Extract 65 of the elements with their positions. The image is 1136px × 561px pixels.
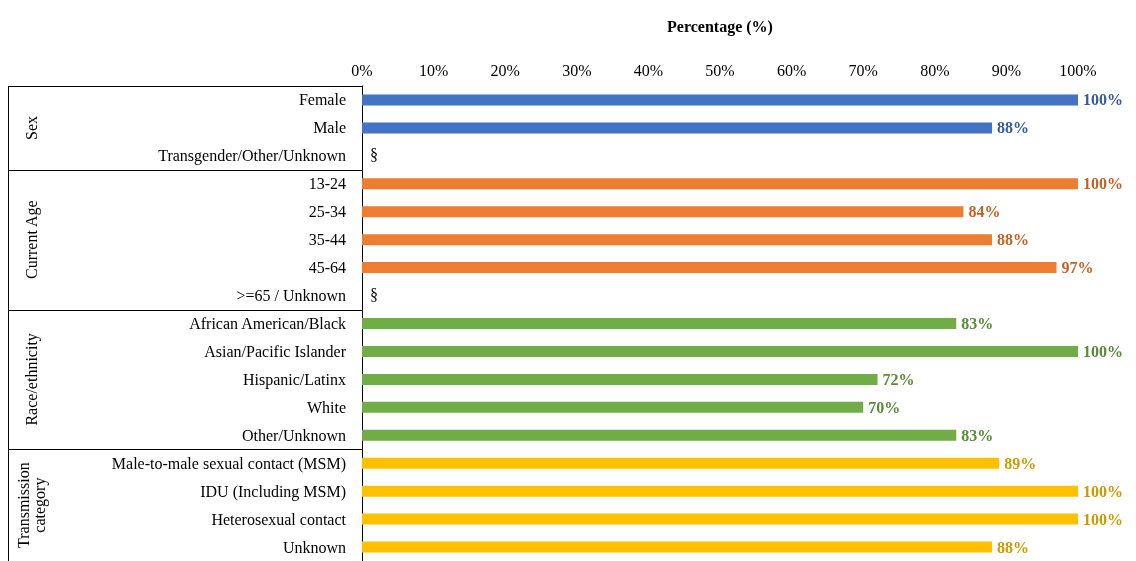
y-tick-label: Transgender/Other/Unknown xyxy=(158,147,346,166)
bar xyxy=(362,485,1078,497)
data-label: 83% xyxy=(961,426,994,444)
bar xyxy=(362,401,864,413)
y-tick-label: 13-24 xyxy=(308,175,346,193)
x-tick-label: 0% xyxy=(351,61,373,79)
text: Sex xyxy=(22,115,40,140)
y-tick-label: IDU (Including MSM) xyxy=(200,482,346,501)
bar xyxy=(362,94,1078,106)
x-tick-label: 60% xyxy=(776,61,807,79)
data-label: 100% xyxy=(1083,342,1123,360)
bar xyxy=(362,318,957,329)
y-tick-label: 25-34 xyxy=(308,203,346,221)
data-label: 70% xyxy=(868,398,901,416)
x-tick-label: 90% xyxy=(991,61,1022,79)
data-label: 100% xyxy=(1083,510,1123,528)
x-axis-title: Percentage (%) xyxy=(667,17,773,36)
y-tick-label: Male xyxy=(313,119,346,137)
bar xyxy=(362,178,1078,190)
y-tick-label: Asian/Pacific Islander xyxy=(204,342,347,360)
y-tick-label: Unknown xyxy=(282,538,346,556)
x-tick-label: 80% xyxy=(920,61,950,79)
y-tick-label: Male-to-male sexual contact (MSM) xyxy=(111,454,346,473)
bar xyxy=(362,457,1000,469)
data-label: 88% xyxy=(997,538,1030,556)
bar xyxy=(362,234,993,246)
text: Transmission category xyxy=(14,462,49,548)
text: Race/ethnicity xyxy=(22,333,41,426)
data-label: 88% xyxy=(997,231,1030,249)
y-tick-label: White xyxy=(306,398,346,416)
x-tick-label: 40% xyxy=(633,61,664,79)
data-label: 84% xyxy=(968,203,1001,221)
text: § xyxy=(370,286,378,304)
bar xyxy=(362,513,1078,525)
bar xyxy=(362,429,957,441)
y-tick-label: >=65 / Unknown xyxy=(236,287,346,305)
y-tick-label: Heterosexual contact xyxy=(211,510,347,528)
y-tick-label: African American/Black xyxy=(189,315,346,332)
y-tick-label: 45-64 xyxy=(308,259,346,277)
data-label: 100% xyxy=(1083,91,1123,109)
data-label: 88% xyxy=(997,119,1030,137)
text: § xyxy=(370,146,378,164)
data-label: 100% xyxy=(1083,482,1123,500)
y-tick-label: Female xyxy=(298,91,346,109)
bar xyxy=(362,122,993,134)
y-tick-label: 35-44 xyxy=(308,231,346,249)
x-tick-label: 10% xyxy=(418,61,449,79)
y-tick-label: Other/Unknown xyxy=(242,426,346,444)
x-tick-label: 20% xyxy=(490,61,520,79)
data-label: 97% xyxy=(1061,259,1094,277)
bar xyxy=(362,541,993,553)
x-tick-label: 100% xyxy=(1059,61,1097,79)
data-label: 72% xyxy=(882,370,915,388)
data-label: 89% xyxy=(1004,454,1037,472)
x-tick-label: 70% xyxy=(848,61,878,79)
data-label: 83% xyxy=(961,315,994,332)
bar xyxy=(362,262,1057,274)
text: Current Age xyxy=(22,200,41,279)
y-tick-label: Hispanic/Latinx xyxy=(242,370,346,389)
bar xyxy=(362,206,964,218)
x-tick-label: 50% xyxy=(705,61,735,79)
bar xyxy=(362,373,878,385)
bar xyxy=(362,345,1078,357)
x-tick-label: 30% xyxy=(562,61,592,79)
data-label: 100% xyxy=(1083,175,1123,193)
